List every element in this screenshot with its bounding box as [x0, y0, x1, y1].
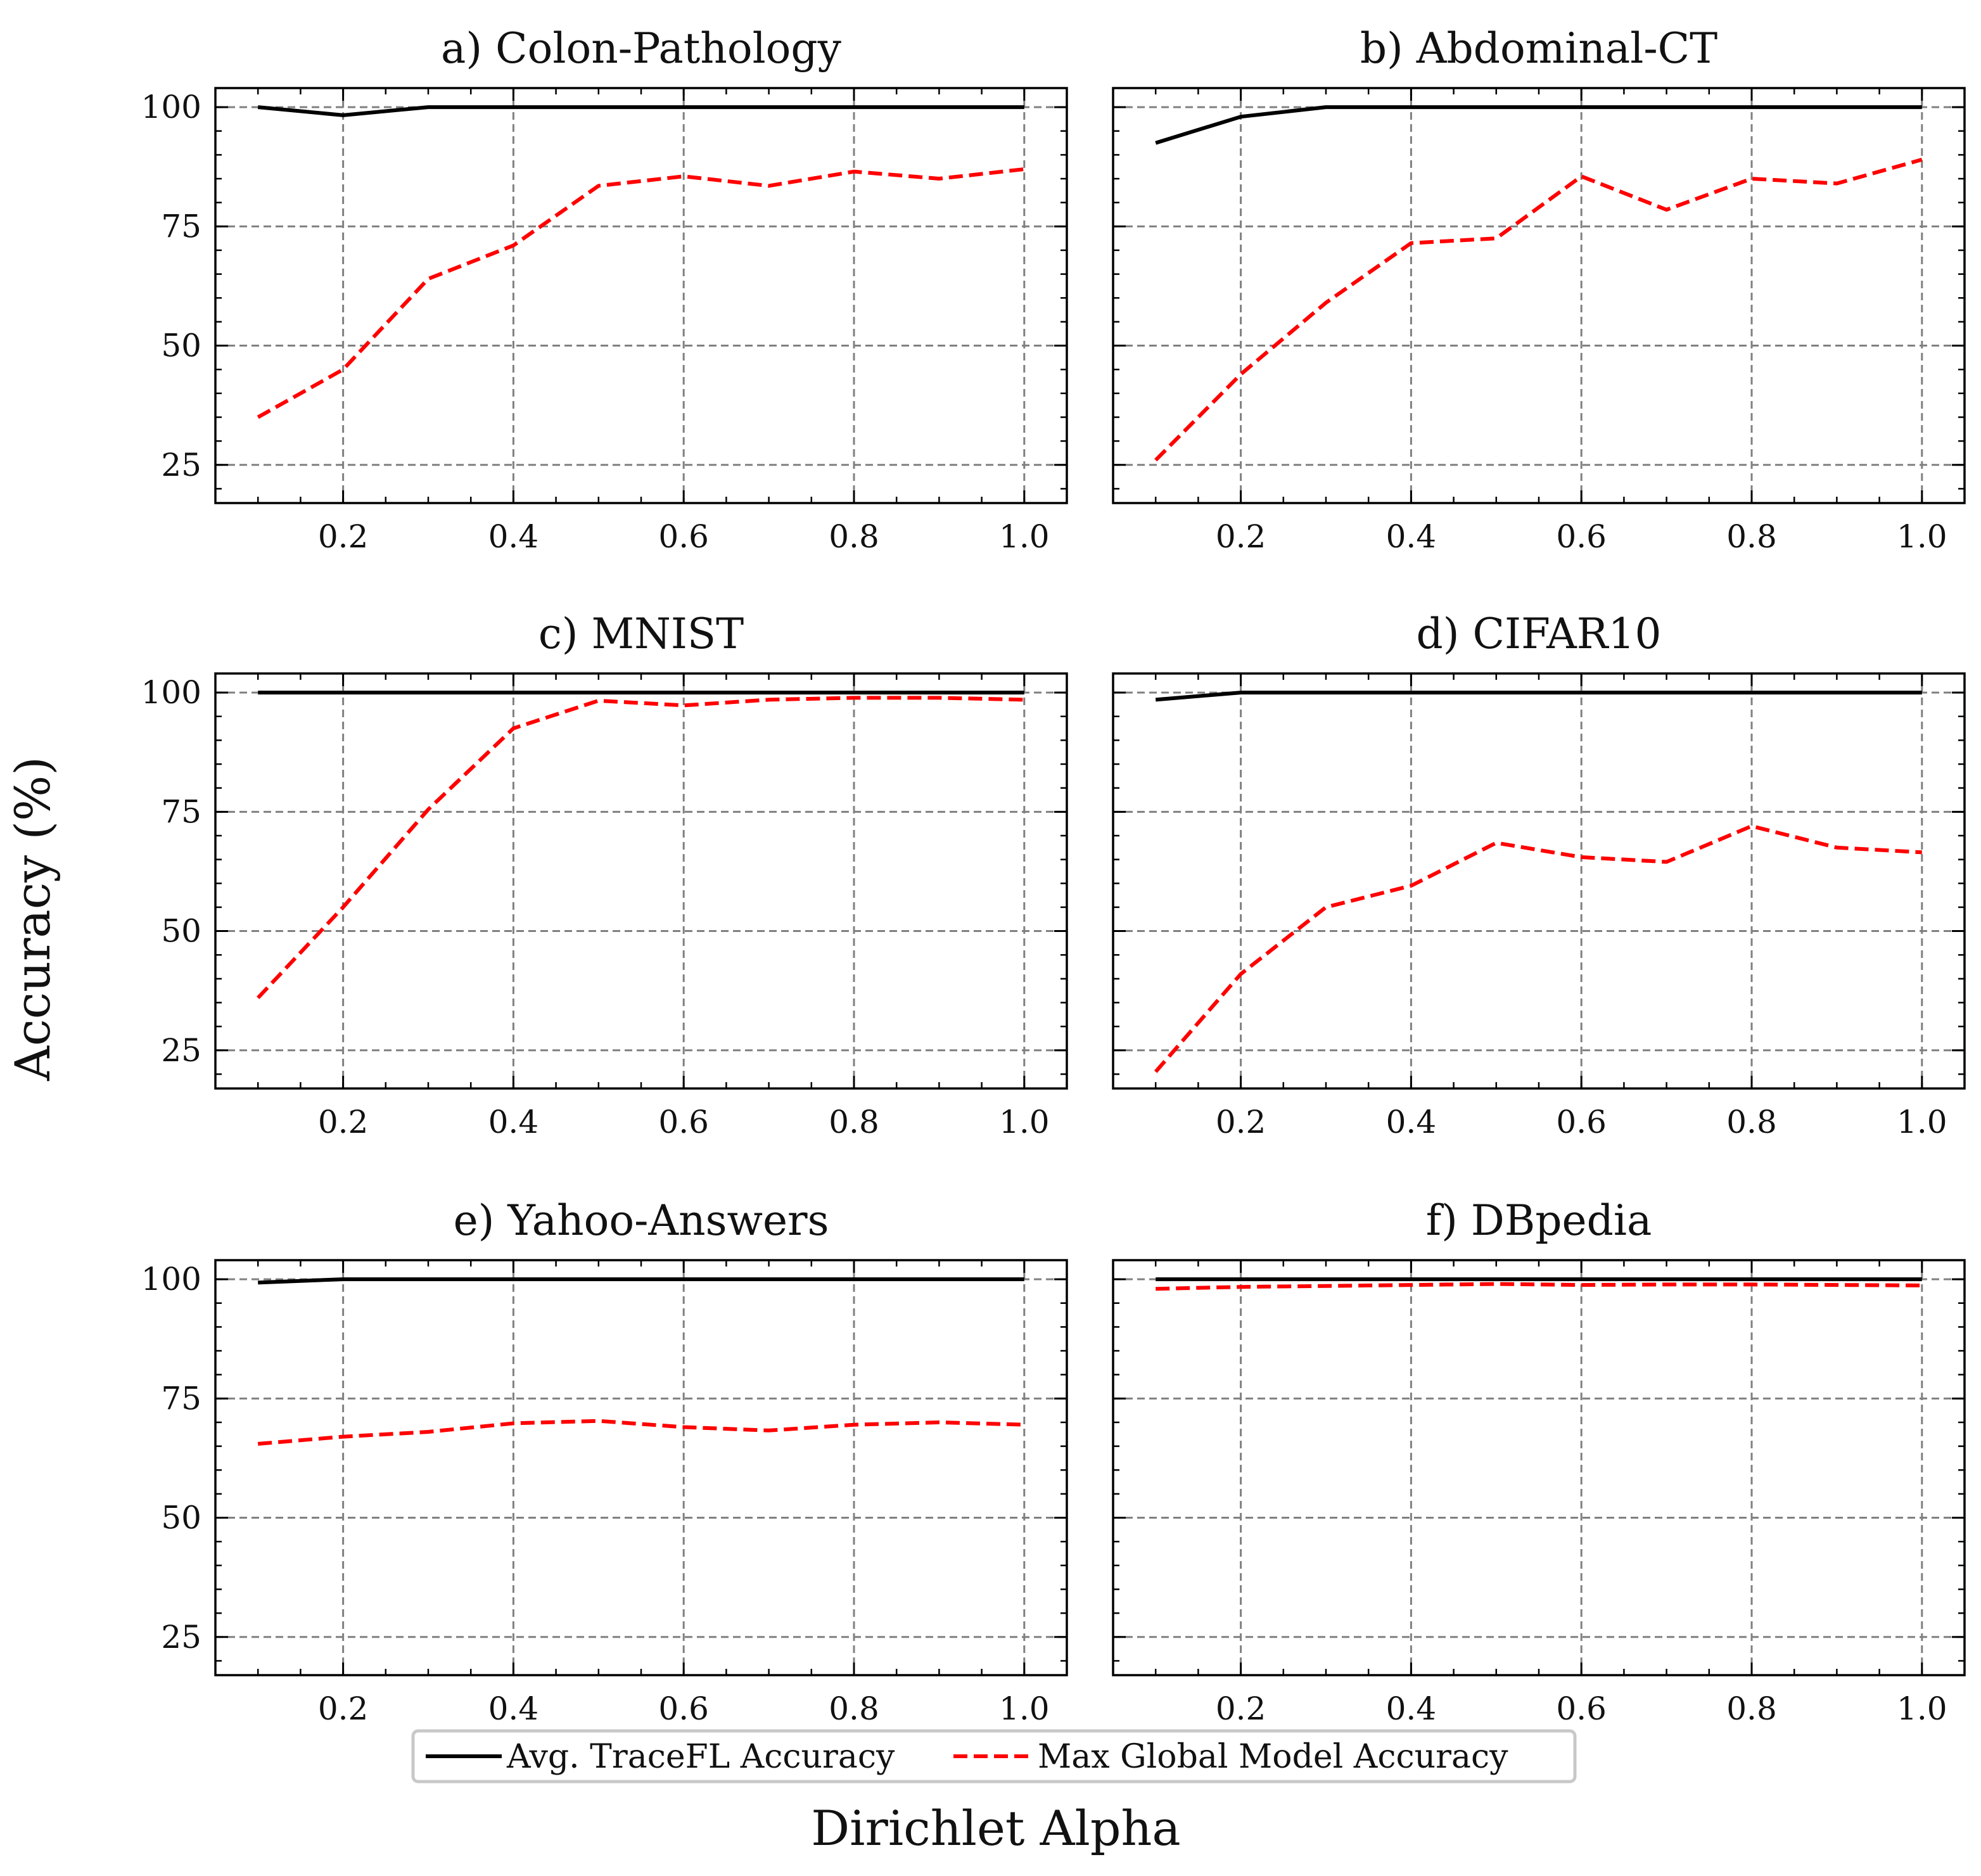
subplot-title: e) Yahoo-Answers — [454, 1196, 829, 1245]
series-line-traceFL — [258, 1277, 1024, 1285]
x-tick-label: 1.0 — [999, 1104, 1050, 1140]
subplot-3: c) MNIST 0.2 0.4 0.6 0.8 1.0 25 50 75 100 — [141, 609, 1068, 1140]
x-tick-label: 0.2 — [1216, 1104, 1266, 1140]
series-line-traceFL — [257, 105, 1024, 117]
plot-frame — [1112, 87, 1966, 504]
x-tick-label: 1.0 — [1897, 518, 1947, 555]
subplot-title: a) Colon-Pathology — [441, 24, 842, 73]
subplot-2: b) Abdominal-CT 0.2 0.4 0.6 0.8 1.0 — [1112, 24, 1966, 555]
y-tick-label: 25 — [161, 1032, 201, 1069]
subplot-6: f) DBpedia 0.2 0.4 0.6 0.8 1.0 — [1112, 1196, 1966, 1727]
x-tick-label: 0.6 — [658, 518, 709, 555]
x-tick-label: 0.8 — [1726, 518, 1777, 555]
series-line-global-model — [1154, 158, 1923, 462]
y-tick-label: 25 — [161, 1619, 201, 1656]
x-tick-label: 0.4 — [1386, 1690, 1437, 1727]
subplot-title: c) MNIST — [538, 609, 744, 658]
y-tick-label: 75 — [161, 208, 201, 245]
x-tick-label: 0.4 — [1386, 518, 1437, 555]
x-tick-label: 0.6 — [1556, 1104, 1607, 1140]
subplot-title: b) Abdominal-CT — [1360, 24, 1717, 73]
x-tick-label: 1.0 — [1897, 1104, 1947, 1140]
x-tick-label: 0.8 — [829, 1690, 879, 1727]
series-line-traceFL — [1155, 105, 1922, 145]
y-tick-label: 25 — [161, 447, 201, 483]
series-line-global-model — [257, 696, 1024, 1000]
plot-frame — [214, 672, 1068, 1090]
x-tick-label: 1.0 — [999, 1690, 1050, 1727]
x-tick-label: 0.4 — [488, 518, 539, 555]
y-tick-label: 75 — [161, 793, 201, 830]
plot-frame — [214, 87, 1068, 504]
y-tick-label: 100 — [141, 89, 201, 125]
x-tick-label: 0.2 — [318, 1104, 369, 1140]
x-tick-label: 0.8 — [1726, 1104, 1777, 1140]
x-tick-label: 0.4 — [488, 1690, 539, 1727]
x-tick-label: 0.6 — [658, 1104, 709, 1140]
series-line-global-model — [1156, 1282, 1922, 1291]
y-tick-label: 50 — [161, 328, 201, 364]
x-tick-label: 0.8 — [1726, 1690, 1777, 1727]
series-line-global-model — [257, 1419, 1024, 1446]
x-tick-label: 0.4 — [488, 1104, 539, 1140]
y-tick-label: 50 — [161, 913, 201, 950]
x-tick-label: 1.0 — [999, 518, 1050, 555]
series-line-traceFL — [1155, 691, 1922, 702]
figure-y-axis-label: Accuracy (%) — [4, 756, 61, 1082]
y-tick-label: 100 — [141, 1261, 201, 1298]
x-tick-label: 0.6 — [1556, 518, 1607, 555]
subplot-title: f) DBpedia — [1426, 1196, 1652, 1245]
x-tick-label: 0.2 — [318, 518, 369, 555]
subplot-4: d) CIFAR10 0.2 0.4 0.6 0.8 1.0 — [1112, 609, 1966, 1140]
x-tick-label: 0.2 — [318, 1690, 369, 1727]
x-tick-label: 0.2 — [1216, 518, 1266, 555]
legend: Avg. TraceFL Accuracy Max Global Model A… — [411, 1729, 1577, 1783]
x-tick-label: 0.8 — [829, 518, 879, 555]
legend-label-traceFL: Avg. TraceFL Accuracy — [506, 1738, 895, 1776]
y-tick-label: 75 — [161, 1380, 201, 1417]
x-tick-label: 1.0 — [1897, 1690, 1947, 1727]
x-tick-label: 0.6 — [1556, 1690, 1607, 1727]
subplot-grid: a) Colon-Pathology 0.2 0.4 0.6 0.8 1.0 25 50 75 1… — [141, 24, 1966, 1727]
legend-label-global-model: Max Global Model Accuracy — [1038, 1738, 1508, 1776]
series-line-global-model — [257, 167, 1025, 419]
plot-frame — [214, 1259, 1068, 1676]
x-tick-label: 0.6 — [658, 1690, 709, 1727]
plot-frame — [1112, 1259, 1966, 1676]
plot-frame — [1112, 672, 1966, 1090]
x-tick-label: 0.2 — [1216, 1690, 1266, 1727]
x-tick-label: 0.4 — [1386, 1104, 1437, 1140]
series-line-global-model — [1154, 824, 1922, 1073]
subplot-1: a) Colon-Pathology 0.2 0.4 0.6 0.8 1.0 25 50 75 1… — [141, 24, 1068, 555]
figure-x-axis-label: Dirichlet Alpha — [811, 1800, 1180, 1856]
subplot-title: d) CIFAR10 — [1417, 609, 1662, 658]
x-tick-label: 0.8 — [829, 1104, 879, 1140]
y-tick-label: 100 — [141, 674, 201, 711]
y-tick-label: 50 — [161, 1500, 201, 1536]
subplot-5: e) Yahoo-Answers 0.2 0.4 0.6 0.8 1.0 25 50 75 100 — [141, 1196, 1068, 1727]
